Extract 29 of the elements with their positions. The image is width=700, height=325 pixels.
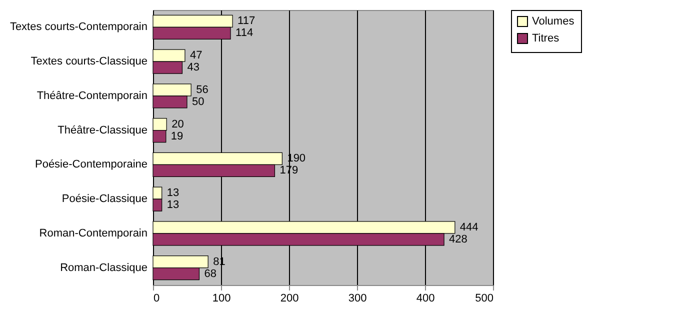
y-tick-label: Roman-Contemporain bbox=[39, 227, 148, 240]
legend-label: Titres bbox=[532, 32, 560, 44]
data-label: 47 bbox=[190, 50, 202, 62]
x-tick-label: 0 bbox=[154, 292, 160, 304]
data-label: 13 bbox=[166, 187, 180, 200]
y-tick-label: Roman-Classique bbox=[60, 262, 148, 274]
data-label: 20 bbox=[172, 118, 184, 130]
y-tick-label: Théâtre-Contemporain bbox=[36, 90, 148, 102]
data-label: 19 bbox=[170, 130, 184, 142]
y-tick-label: Poésie-Contemporaine bbox=[34, 158, 148, 171]
data-label: 56 bbox=[196, 84, 208, 96]
data-label: 68 bbox=[204, 268, 216, 280]
y-tick-label: Poésie-Classique bbox=[62, 193, 148, 206]
data-label: 43 bbox=[187, 62, 200, 74]
x-tick-label: 400 bbox=[416, 292, 435, 304]
x-tick-label: 100 bbox=[212, 292, 231, 304]
data-label: 444 bbox=[460, 221, 478, 234]
y-tick-label: Textes courts-Classique bbox=[30, 56, 148, 68]
data-label: 428 bbox=[449, 233, 468, 246]
legend-label: Volumes bbox=[532, 16, 575, 28]
x-tick-label: 200 bbox=[280, 292, 299, 304]
x-tick-label: 500 bbox=[475, 292, 494, 304]
data-label: 117 bbox=[238, 15, 256, 28]
x-tick-label: 300 bbox=[348, 292, 367, 304]
data-label: 114 bbox=[236, 27, 254, 40]
data-label: 13 bbox=[166, 199, 180, 212]
data-label: 50 bbox=[192, 96, 204, 108]
y-tick-label: Textes courts-Contemporain bbox=[10, 21, 148, 34]
y-tick-label: Théâtre-Classique bbox=[58, 124, 148, 136]
